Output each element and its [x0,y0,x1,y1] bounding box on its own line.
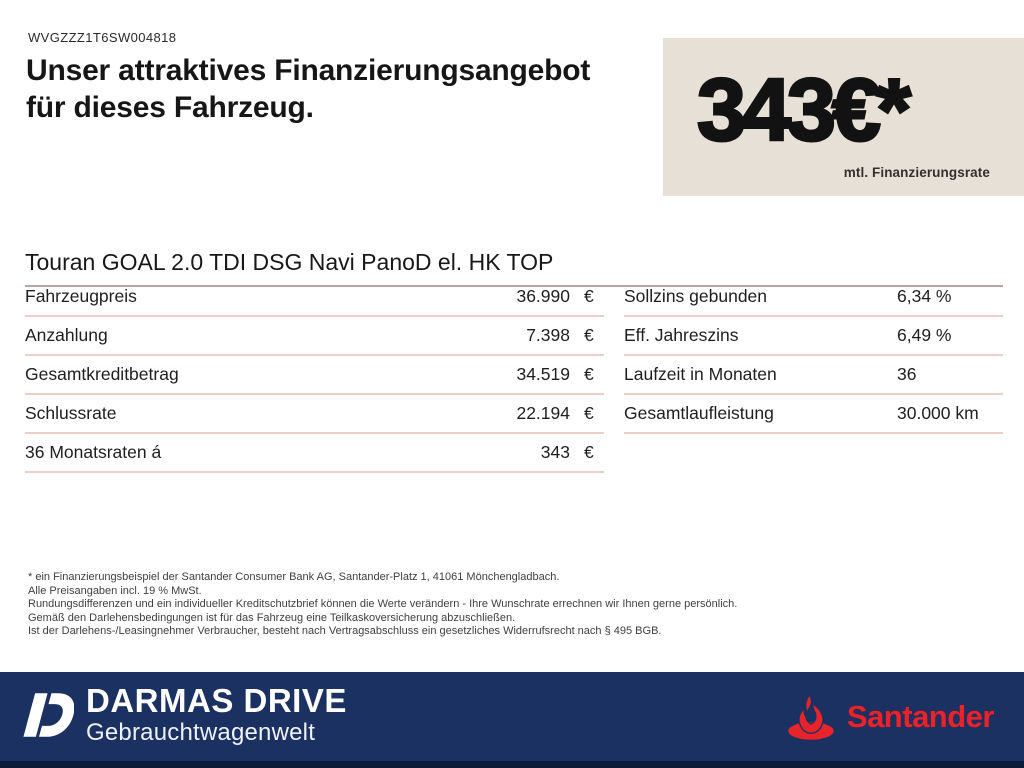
santander-logo: Santander [783,694,995,740]
table-row: Gesamtlaufleistung 30.000 km [624,395,1003,434]
row-value: 6,49 % [897,325,952,345]
disclaimer-line: Alle Preisangaben incl. 19 % MwSt. [28,584,202,597]
row-unit: € [584,325,594,345]
monthly-rate-caption: mtl. Finanzierungsrate [843,165,990,180]
disclaimer-line: Rundungsdifferenzen und ein individuelle… [28,598,738,611]
table-row: Gesamtkreditbetrag 34.519 € [25,356,604,395]
santander-wordmark: Santander [846,699,995,734]
monthly-rate-value: 343€* [695,60,912,159]
page-title-line2: für dieses Fahrzeug. [26,91,314,124]
row-label: Anzahlung [25,325,108,345]
disclaimer-line: Gemäß den Darlehensbedingungen ist für d… [28,611,516,624]
vin-number: WVGZZZ1T6SW004818 [28,30,177,45]
row-label: Gesamtlaufleistung [624,403,774,423]
table-row: Anzahlung 7.398 € [25,317,604,356]
row-value: 30.000 km [897,403,979,423]
table-row: Laufzeit in Monaten 36 [624,356,1003,395]
table-row: Eff. Jahreszins 6,49 % [624,317,1003,356]
row-label: Sollzins gebunden [624,286,768,306]
santander-flame-icon [788,694,834,740]
table-row: Sollzins gebunden 6,34 % [624,278,1003,317]
row-label: Eff. Jahreszins [624,325,739,345]
row-value: 36 [897,364,917,384]
row-unit: € [584,286,594,306]
row-value: 36.990 [516,286,570,306]
disclaimer-line: * ein Finanzierungsbeispiel der Santande… [28,571,560,583]
monthly-rate-box: 343€* mtl. Finanzierungsrate [663,38,1024,196]
row-value: 343 [540,442,570,462]
vehicle-title: Touran GOAL 2.0 TDI DSG Navi PanoD el. H… [25,249,1003,287]
row-value: 22.194 [516,403,570,423]
dealer-logo-block: DARMAS DRIVE Gebrauchtwagenwelt [18,683,347,747]
row-label: Laufzeit in Monaten [624,364,777,384]
row-value: 6,34 % [897,286,952,306]
row-value: 34.519 [516,364,570,384]
page-title-line1: Unser attraktives Finanzierungsangebot [26,54,591,87]
table-row: 36 Monatsraten á 343 € [25,434,604,473]
row-unit: € [584,442,594,462]
row-unit: € [584,403,594,423]
row-value: 7.398 [526,325,570,345]
row-label: 36 Monatsraten á [25,442,162,462]
footer-bar: DARMAS DRIVE Gebrauchtwagenwelt Santande… [0,672,1024,768]
page-title: Unser attraktives Finanzierungsangebot f… [26,52,666,126]
dealer-subtitle: Gebrauchtwagenwelt [86,719,316,746]
table-row: Fahrzeugpreis 36.990 € [25,278,604,317]
row-unit: € [584,364,594,384]
disclaimer-line: Ist der Darlehens-/Leasingnehmer Verbrau… [28,625,662,638]
dealer-name: DARMAS DRIVE [86,682,347,719]
dealer-logo-d-icon [23,693,74,737]
row-label: Schlussrate [25,403,117,423]
table-row: Schlussrate 22.194 € [25,395,604,434]
finance-table-left-column: Fahrzeugpreis 36.990 € Anzahlung 7.398 €… [25,278,604,473]
finance-table-right-column: Sollzins gebunden 6,34 % Eff. Jahreszins… [624,278,1003,434]
footer-bottom-strip [0,761,1024,768]
row-label: Gesamtkreditbetrag [25,364,179,384]
disclaimer-text: * ein Finanzierungsbeispiel der Santande… [28,571,988,639]
row-label: Fahrzeugpreis [25,286,137,306]
